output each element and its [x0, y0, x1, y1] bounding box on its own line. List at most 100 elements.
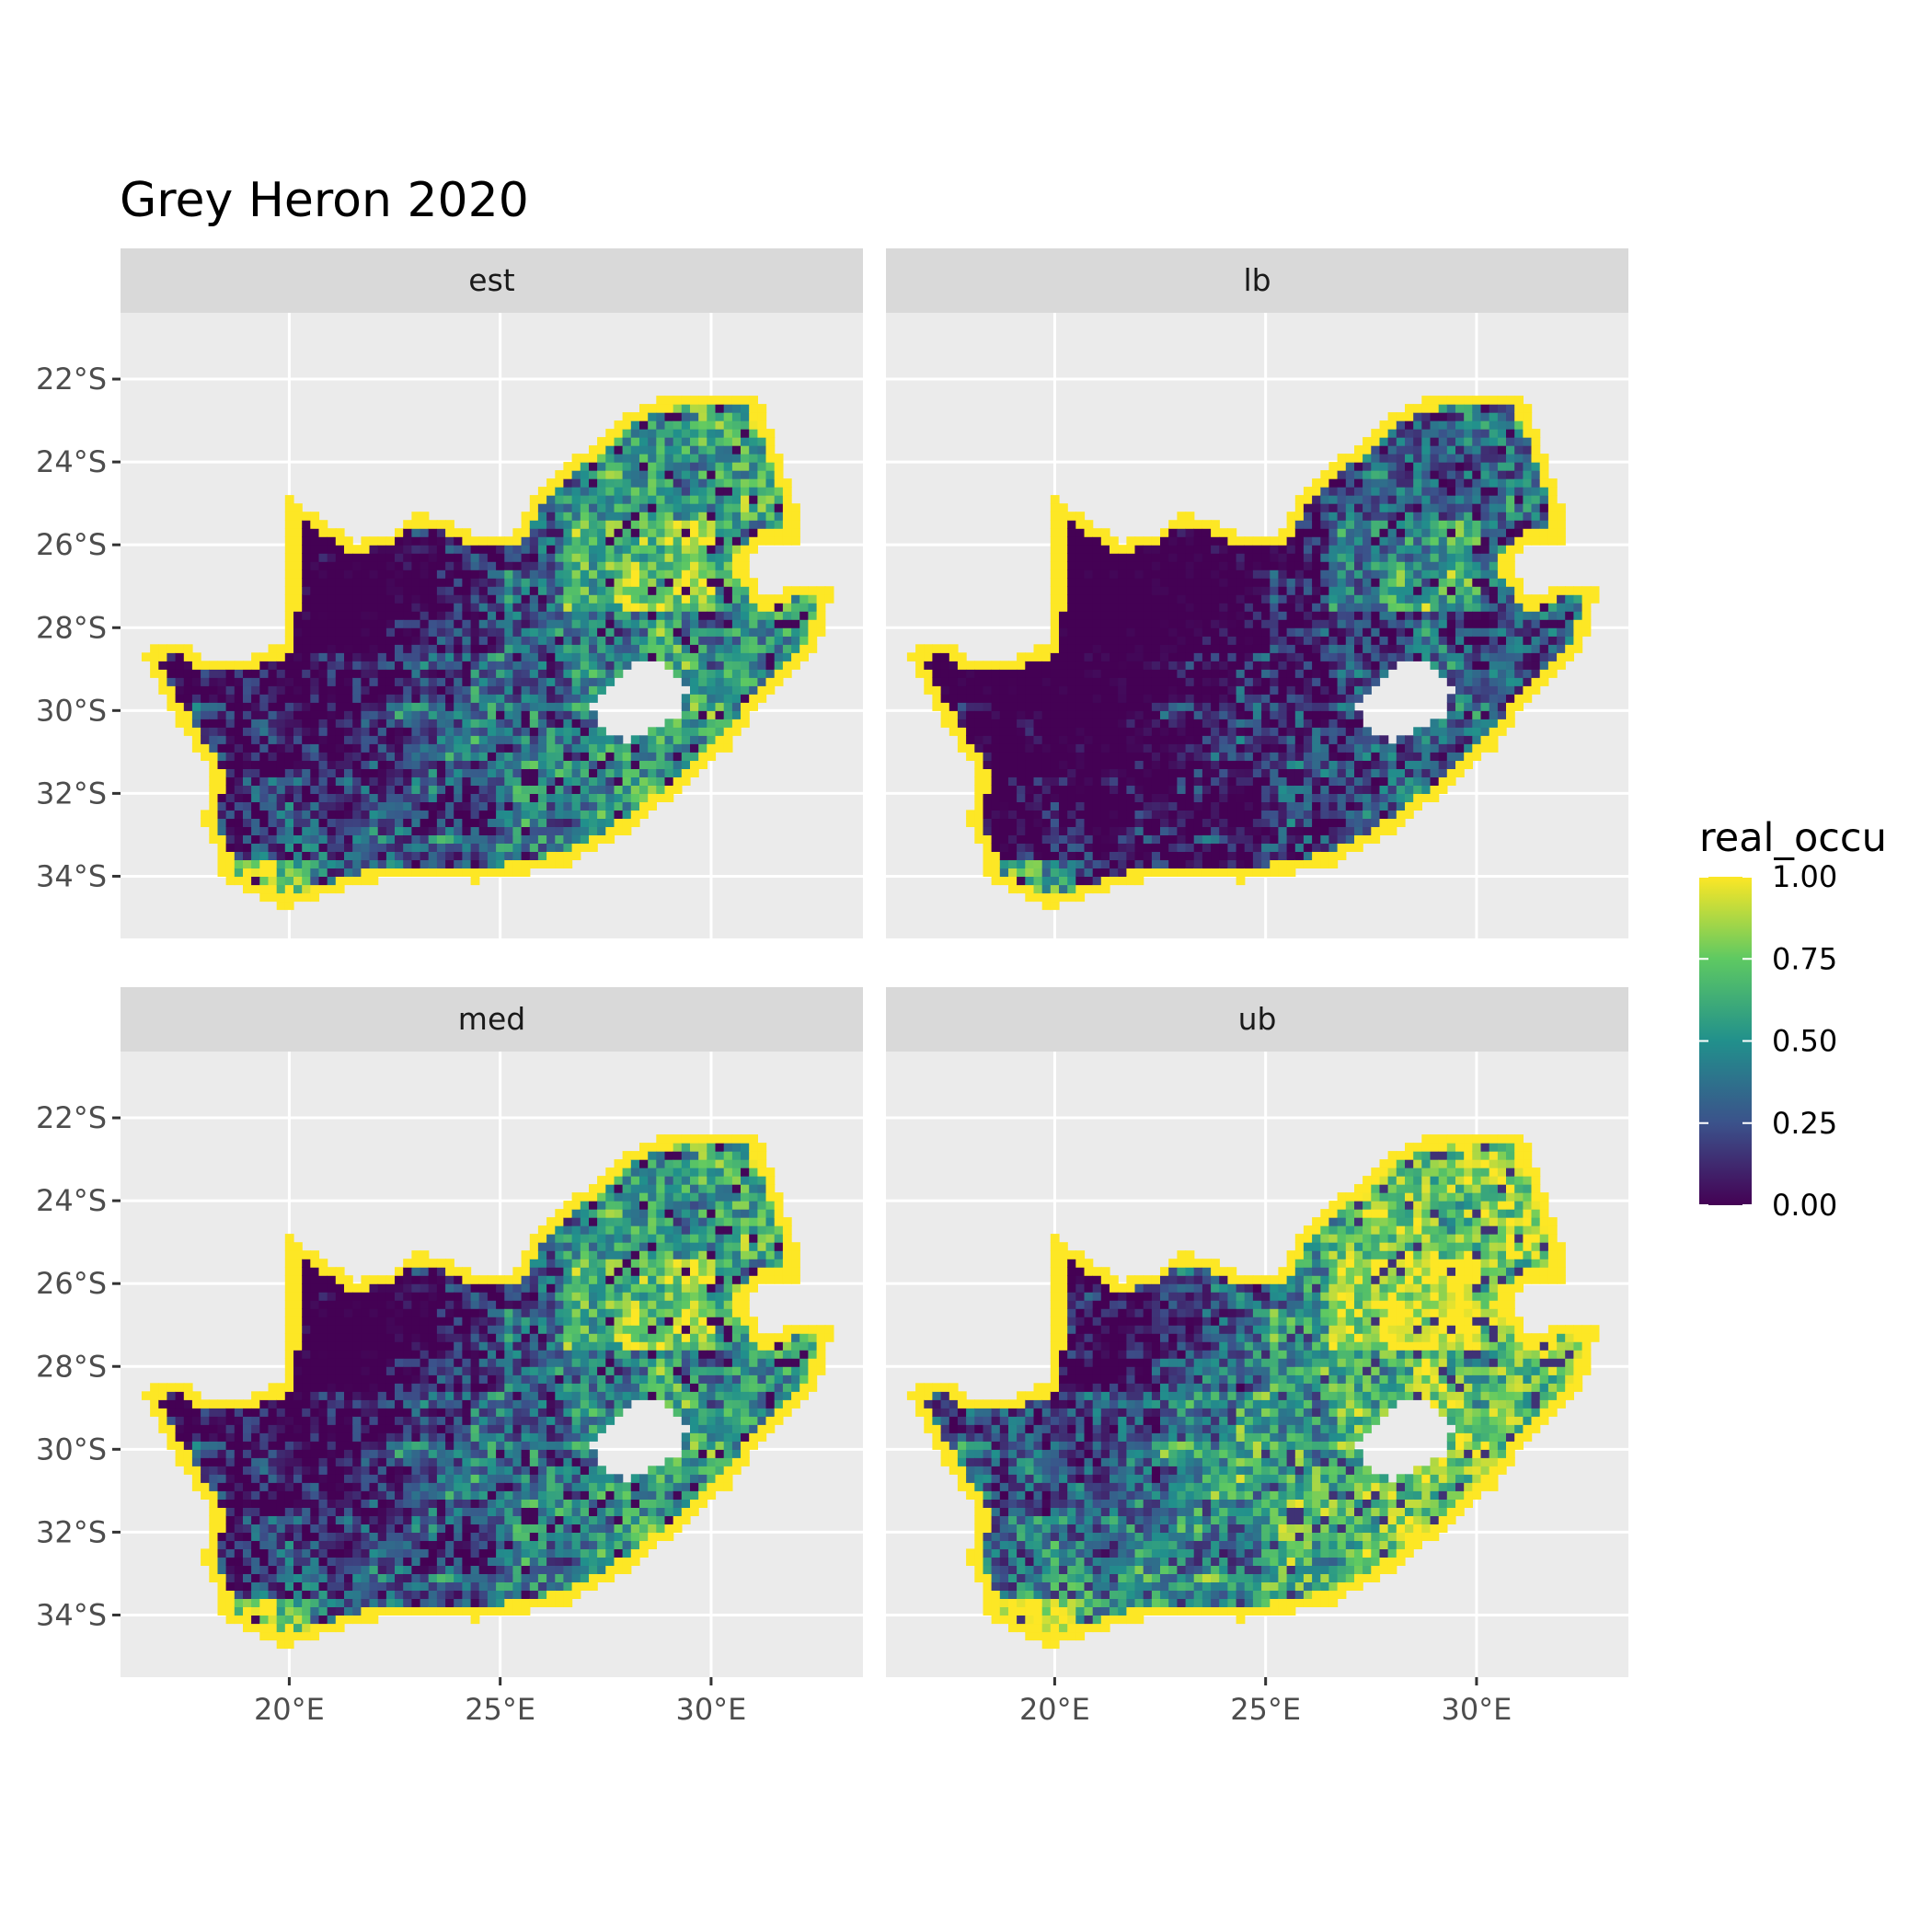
raster-cell — [1270, 619, 1280, 628]
raster-cell — [1278, 743, 1288, 753]
raster-cell — [1017, 868, 1026, 877]
raster-cell — [1328, 719, 1339, 728]
facet-strip-label: lb — [1243, 262, 1271, 298]
raster-cell — [707, 445, 717, 454]
raster-cell — [1041, 793, 1052, 802]
raster-cell — [1211, 752, 1220, 761]
raster-cell — [681, 735, 691, 744]
raster-cell — [749, 661, 758, 670]
raster-cell — [428, 851, 438, 860]
raster-cell — [614, 553, 624, 562]
raster-cell — [1379, 669, 1389, 678]
raster-cell — [1160, 735, 1169, 744]
raster-cell — [344, 545, 353, 554]
raster-cell — [1278, 619, 1288, 628]
raster-cell — [673, 495, 683, 504]
raster-cell — [1177, 644, 1187, 653]
raster-cell — [385, 536, 396, 546]
raster-cell — [648, 727, 657, 736]
raster-cell — [529, 818, 539, 827]
raster-cell — [1126, 793, 1136, 802]
raster-cell — [1379, 636, 1389, 645]
raster-cell — [774, 520, 784, 529]
raster-cell — [201, 818, 210, 827]
raster-cell — [555, 768, 565, 777]
raster-cell — [293, 760, 303, 769]
raster-cell — [1227, 801, 1237, 811]
raster-cell — [757, 420, 767, 430]
raster-cell — [1110, 611, 1119, 620]
raster-cell — [1084, 702, 1094, 711]
raster-cell — [1371, 818, 1381, 827]
raster-cell — [327, 619, 337, 628]
raster-cell — [318, 876, 328, 886]
raster-cell — [1320, 652, 1330, 661]
raster-cell — [1278, 727, 1288, 736]
raster-cell — [369, 868, 379, 877]
raster-cell — [597, 677, 606, 686]
raster-cell — [487, 603, 497, 612]
raster-cell — [1337, 719, 1347, 728]
raster-cell — [302, 719, 311, 728]
raster-cell — [715, 652, 725, 661]
raster-cell — [999, 719, 1009, 728]
raster-cell — [1041, 843, 1052, 852]
raster-cell — [1084, 851, 1094, 860]
raster-cell — [1219, 536, 1228, 546]
raster-cell — [1151, 652, 1161, 661]
raster-cell — [1219, 677, 1228, 686]
raster-cell — [537, 578, 547, 587]
raster-cell — [318, 669, 328, 678]
raster-cell — [284, 669, 294, 678]
raster-cell — [377, 694, 387, 703]
raster-cell — [1143, 793, 1153, 802]
raster-cell — [470, 735, 480, 744]
raster-cell — [243, 677, 252, 686]
raster-cell — [225, 851, 236, 860]
raster-cell — [1084, 636, 1094, 645]
raster-cell — [1320, 569, 1330, 579]
raster-cell — [487, 760, 497, 769]
raster-cell — [462, 776, 472, 786]
raster-cell — [436, 810, 446, 819]
raster-cell — [1244, 553, 1254, 562]
raster-cell — [1084, 710, 1094, 719]
raster-cell — [723, 661, 733, 670]
raster-cell — [1294, 685, 1305, 695]
raster-cell — [318, 752, 328, 761]
raster-cell — [259, 859, 270, 868]
raster-cell — [1244, 569, 1254, 579]
raster-cell — [496, 859, 505, 868]
raster-cell — [690, 578, 699, 587]
raster-cell — [496, 677, 505, 686]
raster-cell — [470, 818, 480, 827]
raster-cell — [614, 768, 624, 777]
raster-cell — [420, 785, 430, 794]
raster-cell — [268, 776, 278, 786]
raster-cell — [749, 429, 758, 438]
raster-cell — [690, 702, 699, 711]
raster-cell — [436, 694, 446, 703]
raster-cell — [1160, 694, 1169, 703]
raster-cell — [597, 536, 606, 546]
raster-cell — [1328, 619, 1339, 628]
raster-cell — [1261, 793, 1271, 802]
raster-cell — [352, 776, 362, 786]
raster-cell — [529, 843, 539, 852]
raster-cell — [310, 553, 320, 562]
raster-cell — [673, 437, 683, 446]
raster-cell — [1185, 677, 1195, 686]
raster-cell — [1328, 553, 1339, 562]
raster-cell — [1270, 603, 1280, 612]
raster-cell — [302, 743, 311, 753]
raster-cell — [639, 644, 649, 653]
raster-cell — [1151, 702, 1161, 711]
raster-cell — [217, 702, 227, 711]
raster-cell — [191, 727, 201, 736]
raster-cell — [1126, 536, 1136, 546]
raster-cell — [555, 561, 565, 570]
raster-cell — [1354, 694, 1363, 703]
raster-cell — [302, 859, 311, 868]
raster-cell — [639, 627, 649, 637]
raster-cell — [1328, 503, 1339, 512]
